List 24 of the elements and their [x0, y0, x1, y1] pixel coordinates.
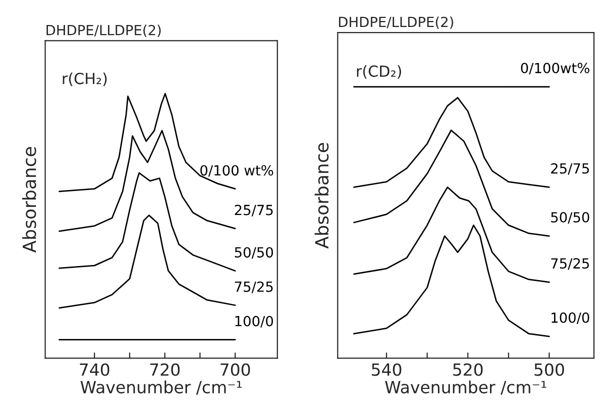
chart-title: DHDPE/LLDPE(2) [339, 16, 454, 29]
series-label: 100/0 [235, 316, 273, 328]
series-label: 25/75 [234, 204, 273, 216]
y-axis-title: Absorbance [314, 142, 329, 249]
x-tick-label: 720 [150, 363, 180, 376]
x-axis-title: Wavenumber /cm⁻¹ [80, 380, 242, 395]
x-tick-label: 540 [372, 363, 402, 376]
series-label: 75/25 [235, 281, 273, 294]
series-label: 0/100wt% [521, 62, 590, 74]
x-axis-title: Wavenumber /cm⁻¹ [385, 380, 546, 395]
x-tick-label: 520 [453, 363, 483, 376]
series-label: 50/50 [234, 247, 273, 259]
series-label: 100/0 [552, 312, 590, 324]
y-axis-title: Absorbance [22, 147, 36, 253]
series-label: 50/50 [551, 212, 590, 224]
x-tick-label: 500 [534, 363, 564, 376]
series-label: 75/25 [551, 258, 589, 270]
chart-title: DHDPE/LLDPE(2) [46, 24, 161, 37]
series-label: 25/75 [551, 163, 589, 175]
x-tick-label: 740 [80, 363, 110, 376]
text: r(CD₂) [357, 65, 402, 79]
x-tick-label: 700 [220, 363, 250, 376]
series-label: 0/100 wt% [200, 165, 274, 177]
text: r(CH₂) [62, 72, 107, 86]
